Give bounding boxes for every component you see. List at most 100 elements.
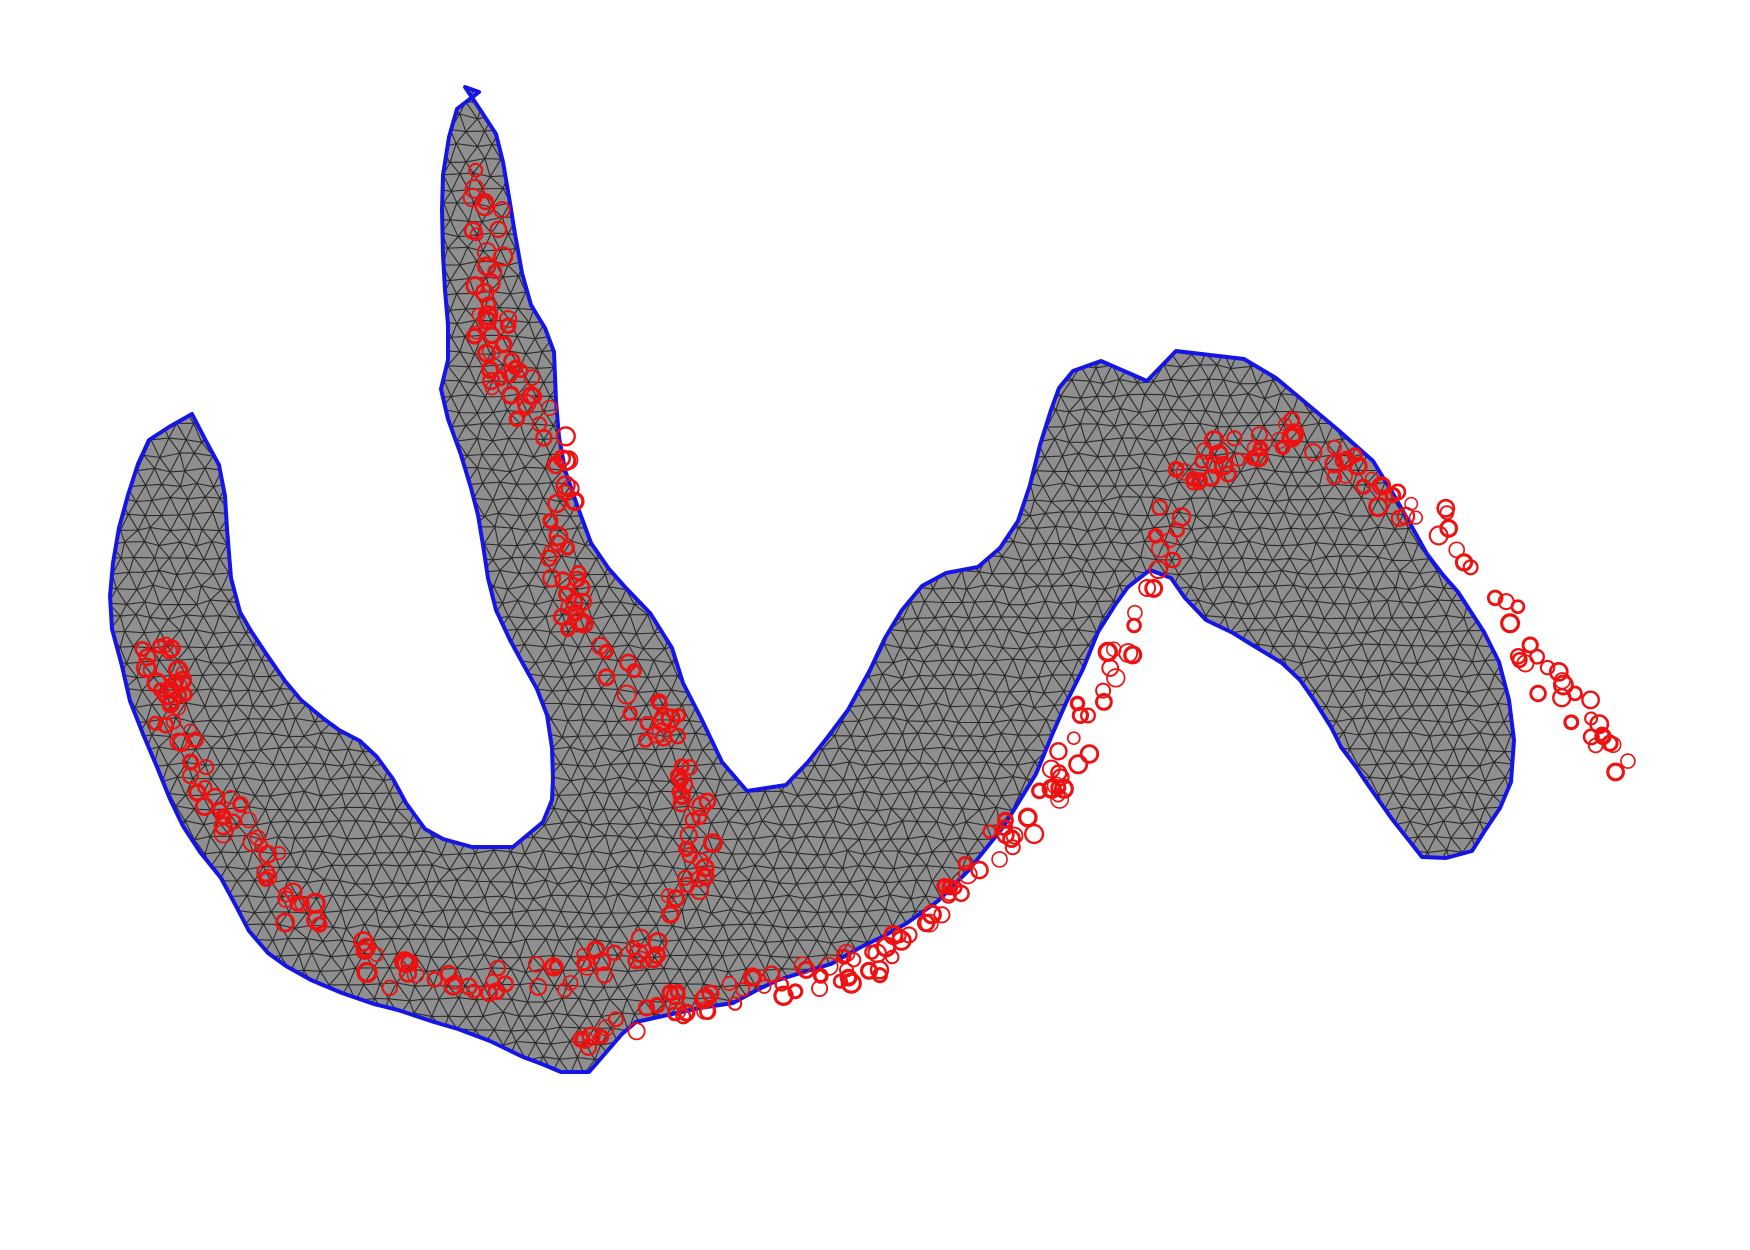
circle-marker	[1031, 782, 1048, 800]
circle-marker	[1304, 443, 1323, 462]
circle-marker	[774, 977, 790, 992]
circle-marker	[597, 668, 616, 687]
circle-marker	[702, 833, 723, 854]
circle-marker	[1581, 690, 1601, 710]
circle-marker	[1248, 446, 1269, 468]
circle-marker	[169, 699, 186, 716]
circle-marker	[1584, 711, 1599, 726]
circle-marker	[558, 450, 579, 470]
circle-marker	[695, 988, 716, 1008]
circle-marker	[1071, 706, 1090, 725]
circle-marker	[1326, 439, 1342, 455]
circle-marker	[742, 967, 763, 987]
circle-marker	[573, 613, 594, 634]
circle-marker	[1436, 498, 1456, 518]
circle-marker	[258, 870, 275, 887]
circle-marker	[426, 971, 444, 988]
circle-marker	[957, 856, 973, 871]
circle-marker	[489, 220, 508, 239]
circle-marker	[1164, 551, 1182, 569]
circle-marker	[679, 826, 698, 845]
circle-marker	[1396, 506, 1416, 526]
circle-marker	[637, 999, 656, 1017]
circle-marker	[773, 985, 794, 1007]
circle-marker	[576, 955, 593, 972]
circle-marker	[626, 663, 642, 679]
circle-marker	[1582, 728, 1600, 746]
circle-marker	[1203, 430, 1225, 451]
circle-marker	[474, 195, 495, 217]
circle-marker	[677, 1003, 696, 1022]
circle-marker	[1023, 823, 1045, 845]
circle-marker	[1175, 462, 1194, 481]
circle-marker	[1123, 645, 1143, 665]
marker-group	[134, 162, 1636, 1056]
circle-marker	[1079, 744, 1100, 764]
circle-marker	[1620, 753, 1636, 769]
circle-marker	[487, 982, 506, 1001]
circle-marker	[996, 811, 1014, 829]
circle-marker	[625, 939, 641, 956]
circle-marker	[627, 1022, 646, 1041]
circle-marker	[698, 1002, 717, 1021]
circle-marker	[546, 455, 565, 475]
circle-marker	[569, 570, 586, 588]
circle-marker	[1283, 411, 1301, 429]
circle-marker	[540, 549, 558, 567]
circle-marker	[1208, 444, 1229, 465]
circle-marker	[487, 264, 503, 280]
circle-marker	[542, 543, 561, 562]
circle-marker	[647, 725, 666, 744]
circle-marker	[157, 716, 175, 734]
circle-marker	[1509, 648, 1527, 665]
circle-marker	[672, 786, 691, 806]
circle-marker	[689, 880, 710, 901]
circle-marker	[1049, 742, 1068, 761]
circle-marker	[1563, 714, 1580, 731]
circle-marker	[1004, 839, 1021, 856]
circle-marker	[970, 860, 989, 880]
circle-marker	[1408, 510, 1423, 525]
circle-marker	[1118, 643, 1139, 663]
circle-marker	[839, 962, 854, 978]
circle-marker	[570, 564, 587, 581]
circle-marker	[547, 493, 567, 514]
circle-marker	[527, 955, 545, 973]
circle-marker	[667, 1001, 687, 1021]
circle-marker	[294, 896, 310, 912]
circle-marker	[1151, 498, 1169, 516]
circle-marker	[919, 913, 939, 933]
circle-marker	[681, 846, 699, 864]
circle-marker	[1041, 759, 1061, 779]
circle-marker	[240, 811, 257, 829]
circle-marker	[249, 829, 266, 846]
circle-marker	[499, 317, 517, 335]
circle-marker	[398, 964, 418, 983]
circle-marker	[819, 956, 839, 976]
circle-marker	[1213, 455, 1234, 476]
circle-marker	[272, 846, 287, 861]
circle-marker	[258, 844, 278, 864]
circle-marker	[871, 967, 888, 984]
circle-marker	[839, 968, 858, 987]
circle-marker	[476, 256, 497, 276]
circle-marker	[559, 540, 576, 556]
circle-marker	[485, 973, 500, 988]
circle-marker	[595, 966, 614, 984]
circle-marker	[701, 984, 720, 1003]
circle-marker	[459, 977, 478, 996]
circle-marker	[921, 904, 942, 925]
circle-marker	[727, 996, 743, 1011]
circle-marker	[1428, 525, 1449, 546]
circle-marker	[941, 878, 959, 896]
circle-marker	[171, 687, 188, 704]
circle-marker	[353, 931, 374, 952]
circle-marker	[1226, 430, 1243, 447]
circle-marker	[170, 677, 188, 695]
circle-marker	[198, 759, 215, 776]
circle-marker	[1097, 641, 1118, 663]
circle-marker	[275, 912, 296, 933]
circle-marker	[675, 1008, 692, 1025]
circle-marker	[797, 960, 816, 979]
